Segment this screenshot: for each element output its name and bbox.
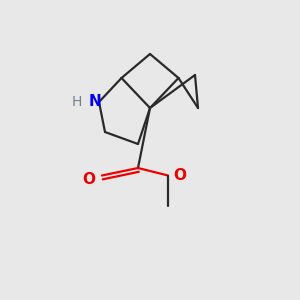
Text: O: O	[82, 172, 95, 188]
Text: N: N	[88, 94, 101, 110]
Text: O: O	[173, 168, 186, 183]
Text: H: H	[71, 95, 82, 109]
